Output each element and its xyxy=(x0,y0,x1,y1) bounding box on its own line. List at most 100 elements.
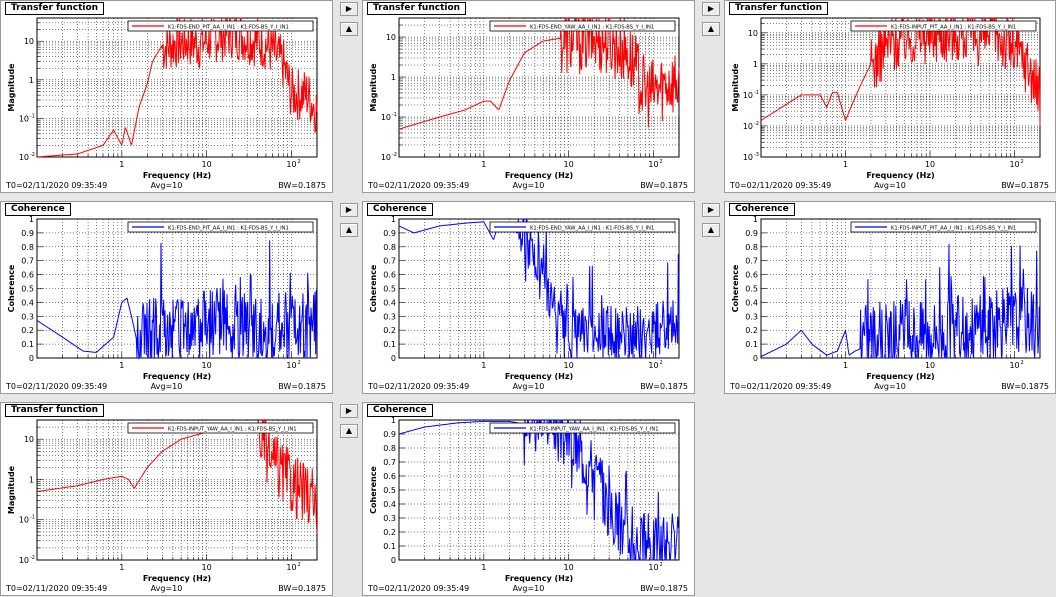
avg-label: Avg=10 xyxy=(512,181,545,190)
legend-box xyxy=(489,20,676,32)
y-tick-label: 0.4 xyxy=(383,500,396,509)
x-tick-label: 10 xyxy=(564,563,574,572)
collapse-up-button[interactable]: ▲ xyxy=(340,22,358,36)
y-tick-label: 10 xyxy=(743,122,753,131)
legend-box xyxy=(127,20,314,32)
plot-frame xyxy=(36,419,318,561)
legend-entry: K1:FDS-INPUT_PIT_AA_I_IN1 : K1:FDS-BS_Y_… xyxy=(891,25,1016,31)
x-tick-exponent: 2 xyxy=(659,562,662,568)
coherence-plot[interactable]: 1 10 10 200.10.20.30.40.50.60.70.80.91Frequ… xyxy=(363,202,696,395)
coherence-plot[interactable]: 1 10 10 200.10.20.30.40.50.60.70.80.91Frequ… xyxy=(1,202,334,395)
x-tick-label: 10 xyxy=(925,361,935,370)
x-tick-label: 1 xyxy=(481,361,486,370)
y-axis-label: Coherence xyxy=(369,264,378,312)
y-tick-label: 1 xyxy=(391,215,396,224)
y-tick-label: 0.9 xyxy=(745,229,758,238)
x-tick-label: 10 xyxy=(1009,160,1019,169)
y-tick-exponent: -2 xyxy=(30,555,35,561)
coherence-plot[interactable]: 1 10 10 200.10.20.30.40.50.60.70.80.91Frequ… xyxy=(725,202,1056,395)
y-tick-label: 0.4 xyxy=(745,298,758,307)
x-axis-label: Frequency (Hz) xyxy=(143,171,211,180)
collapse-up-button[interactable]: ▲ xyxy=(702,223,720,237)
y-axis-label: Magnitude xyxy=(7,63,16,112)
y-tick-label: 0.8 xyxy=(745,243,758,252)
data-series-line xyxy=(398,16,680,130)
y-tick-label: 0.1 xyxy=(745,340,758,349)
y-tick-exponent: -1 xyxy=(30,515,35,521)
y-tick-label: 0.5 xyxy=(383,486,396,495)
avg-label: Avg=10 xyxy=(874,382,906,391)
y-tick-label: 10 xyxy=(24,435,34,444)
y-tick-label: 0.7 xyxy=(745,257,758,266)
x-tick-label: 10 xyxy=(286,361,296,370)
y-tick-label: 0.2 xyxy=(383,326,396,335)
legend-entry: K1:FDS-INPUT_YAW_AA_I_IN1 : K1:FDS-BS_Y_… xyxy=(168,427,297,433)
legend-box xyxy=(127,221,314,233)
x-tick-label: 1 xyxy=(119,563,124,572)
transfer-function-panel: Transfer function 1 10 10 2 10 -3 10 -2 10 -1 1 10 F… xyxy=(724,0,1056,193)
x-tick-label: 10 xyxy=(648,361,658,370)
y-tick-label: 1 xyxy=(29,76,34,85)
expand-right-button[interactable]: ▶ xyxy=(702,2,720,16)
y-tick-label: 0.2 xyxy=(383,528,396,537)
y-tick-label: 0.3 xyxy=(383,514,396,523)
y-tick-label: 1 xyxy=(391,416,396,425)
y-tick-label: 10 xyxy=(24,37,34,46)
x-tick-label: 10 xyxy=(202,563,212,572)
t0-label: T0=02/11/2020 09:35:49 xyxy=(6,382,108,391)
collapse-up-button[interactable]: ▲ xyxy=(340,424,358,438)
y-axis-label: Magnitude xyxy=(731,63,740,112)
collapse-up-button[interactable]: ▲ xyxy=(702,22,720,36)
y-tick-label: 10 xyxy=(743,153,753,162)
y-tick-exponent: -1 xyxy=(392,112,397,118)
avg-label: Avg=10 xyxy=(512,382,545,391)
bw-label: BW=0.1875 xyxy=(1001,382,1049,391)
y-axis-label: Coherence xyxy=(7,264,16,312)
y-tick-exponent: -2 xyxy=(392,152,397,158)
x-axis-label: Frequency (Hz) xyxy=(505,372,573,381)
avg-label: Avg=10 xyxy=(150,382,183,391)
x-tick-label: 10 xyxy=(925,160,935,169)
avg-label: Avg=10 xyxy=(150,181,183,190)
expand-right-button[interactable]: ▶ xyxy=(340,404,358,418)
x-axis-label: Frequency (Hz) xyxy=(866,372,934,381)
y-tick-label: 10 xyxy=(19,516,29,525)
bw-label: BW=0.1875 xyxy=(278,382,326,391)
x-tick-label: 1 xyxy=(119,160,124,169)
x-axis-label: Frequency (Hz) xyxy=(143,372,211,381)
bw-label: BW=0.1875 xyxy=(640,181,688,190)
panel-title: Coherence xyxy=(729,203,795,216)
y-tick-label: 0.1 xyxy=(21,340,34,349)
collapse-up-button[interactable]: ▲ xyxy=(340,223,358,237)
expand-right-button[interactable]: ▶ xyxy=(702,203,720,217)
y-tick-label: 10 xyxy=(386,33,396,42)
y-tick-label: 0.8 xyxy=(383,243,396,252)
data-series-line xyxy=(36,418,318,534)
panel-title: Coherence xyxy=(5,203,71,216)
y-tick-label: 10 xyxy=(19,153,29,162)
expand-right-button[interactable]: ▶ xyxy=(340,203,358,217)
y-axis-label: Coherence xyxy=(369,466,378,514)
x-axis-label: Frequency (Hz) xyxy=(143,574,211,583)
y-tick-label: 0.3 xyxy=(383,312,396,321)
data-series-line xyxy=(760,16,1041,126)
y-tick-label: 0 xyxy=(391,556,396,565)
x-tick-label: 1 xyxy=(119,361,124,370)
y-tick-label: 1 xyxy=(753,60,758,69)
x-tick-exponent: 2 xyxy=(297,360,300,366)
x-tick-label: 10 xyxy=(1009,361,1019,370)
coherence-plot[interactable]: 1 10 10 200.10.20.30.40.50.60.70.80.91Frequ… xyxy=(363,403,696,597)
plot-frame xyxy=(760,17,1041,158)
y-axis-label: Magnitude xyxy=(369,63,378,112)
y-tick-exponent: -1 xyxy=(30,113,35,119)
expand-right-button[interactable]: ▶ xyxy=(340,2,358,16)
y-tick-label: 0.9 xyxy=(383,430,396,439)
x-tick-label: 10 xyxy=(648,563,658,572)
t0-label: T0=02/11/2020 09:35:49 xyxy=(730,382,832,391)
y-tick-label: 0.3 xyxy=(745,312,758,321)
coherence-panel: Coherence 1 10 10 2 0 0.1 0.2 0.3 0.4 0.5 0.6 0.7 0.… xyxy=(724,201,1056,394)
